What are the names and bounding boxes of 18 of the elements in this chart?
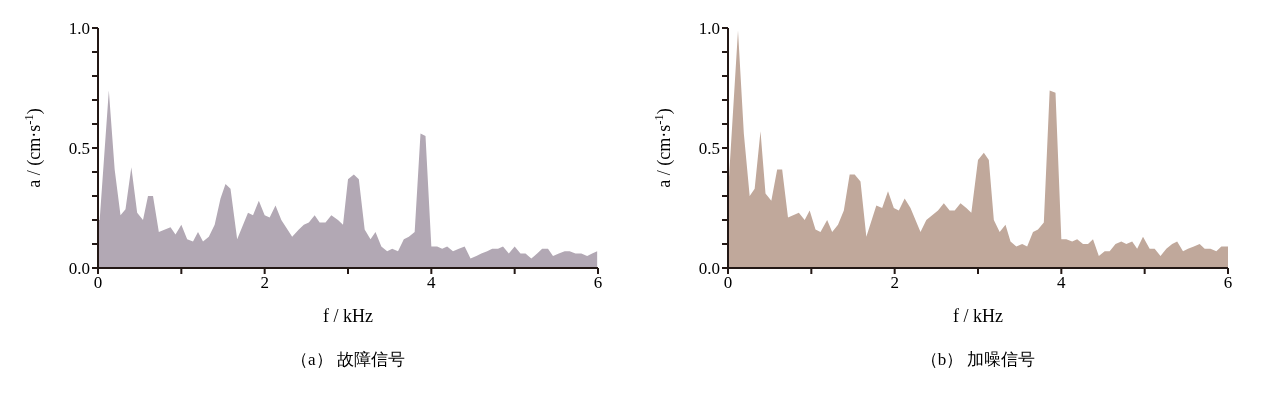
x-tick-label: 4	[427, 273, 437, 293]
x-tick-label: 4	[1057, 273, 1067, 293]
y-tick-label: 0.0	[698, 259, 720, 279]
x-tick-label: 6	[1223, 273, 1233, 293]
x-tick-label: 2	[260, 273, 269, 293]
y-tick-label: 0.0	[68, 259, 90, 279]
text: （b） 加噪信号	[919, 349, 1037, 371]
y-tick-label: 0.5	[698, 139, 720, 159]
y-tick-label: 0.5	[68, 139, 90, 159]
x-tick-label: 0	[93, 273, 103, 293]
x-axis-title: f / kHz	[323, 306, 373, 326]
x-tick-label: 0	[723, 273, 733, 293]
x-tick-label: 2	[890, 273, 899, 293]
x-tick-label: 6	[593, 273, 603, 293]
y-tick-label: 1.0	[698, 19, 720, 39]
x-axis-title: f / kHz	[953, 306, 1003, 326]
y-tick-label: 1.0	[68, 19, 90, 39]
text: （a） 故障信号	[290, 349, 406, 371]
